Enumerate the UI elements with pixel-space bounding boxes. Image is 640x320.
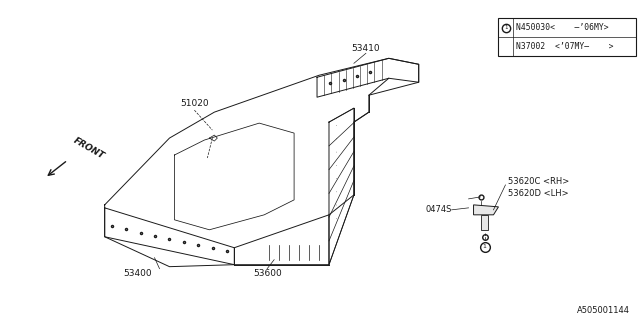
Text: A505001144: A505001144	[577, 306, 630, 315]
Text: 53620D <LH>: 53620D <LH>	[508, 189, 569, 198]
Text: 0474S: 0474S	[425, 205, 452, 214]
Text: 53410: 53410	[351, 44, 380, 53]
Text: N37002  <’07MY–    >: N37002 <’07MY– >	[516, 42, 614, 51]
Text: 1: 1	[483, 244, 486, 249]
Text: FRONT: FRONT	[72, 136, 106, 161]
Polygon shape	[474, 205, 499, 215]
Bar	[499, 19, 636, 56]
Text: 1: 1	[504, 25, 508, 30]
Text: 51020: 51020	[180, 99, 209, 108]
Polygon shape	[481, 215, 488, 230]
Text: 53600: 53600	[253, 269, 282, 278]
Text: 53400: 53400	[124, 269, 152, 278]
Text: 53620C <RH>: 53620C <RH>	[508, 177, 570, 187]
Text: N450030<    –’06MY>: N450030< –’06MY>	[516, 23, 609, 32]
